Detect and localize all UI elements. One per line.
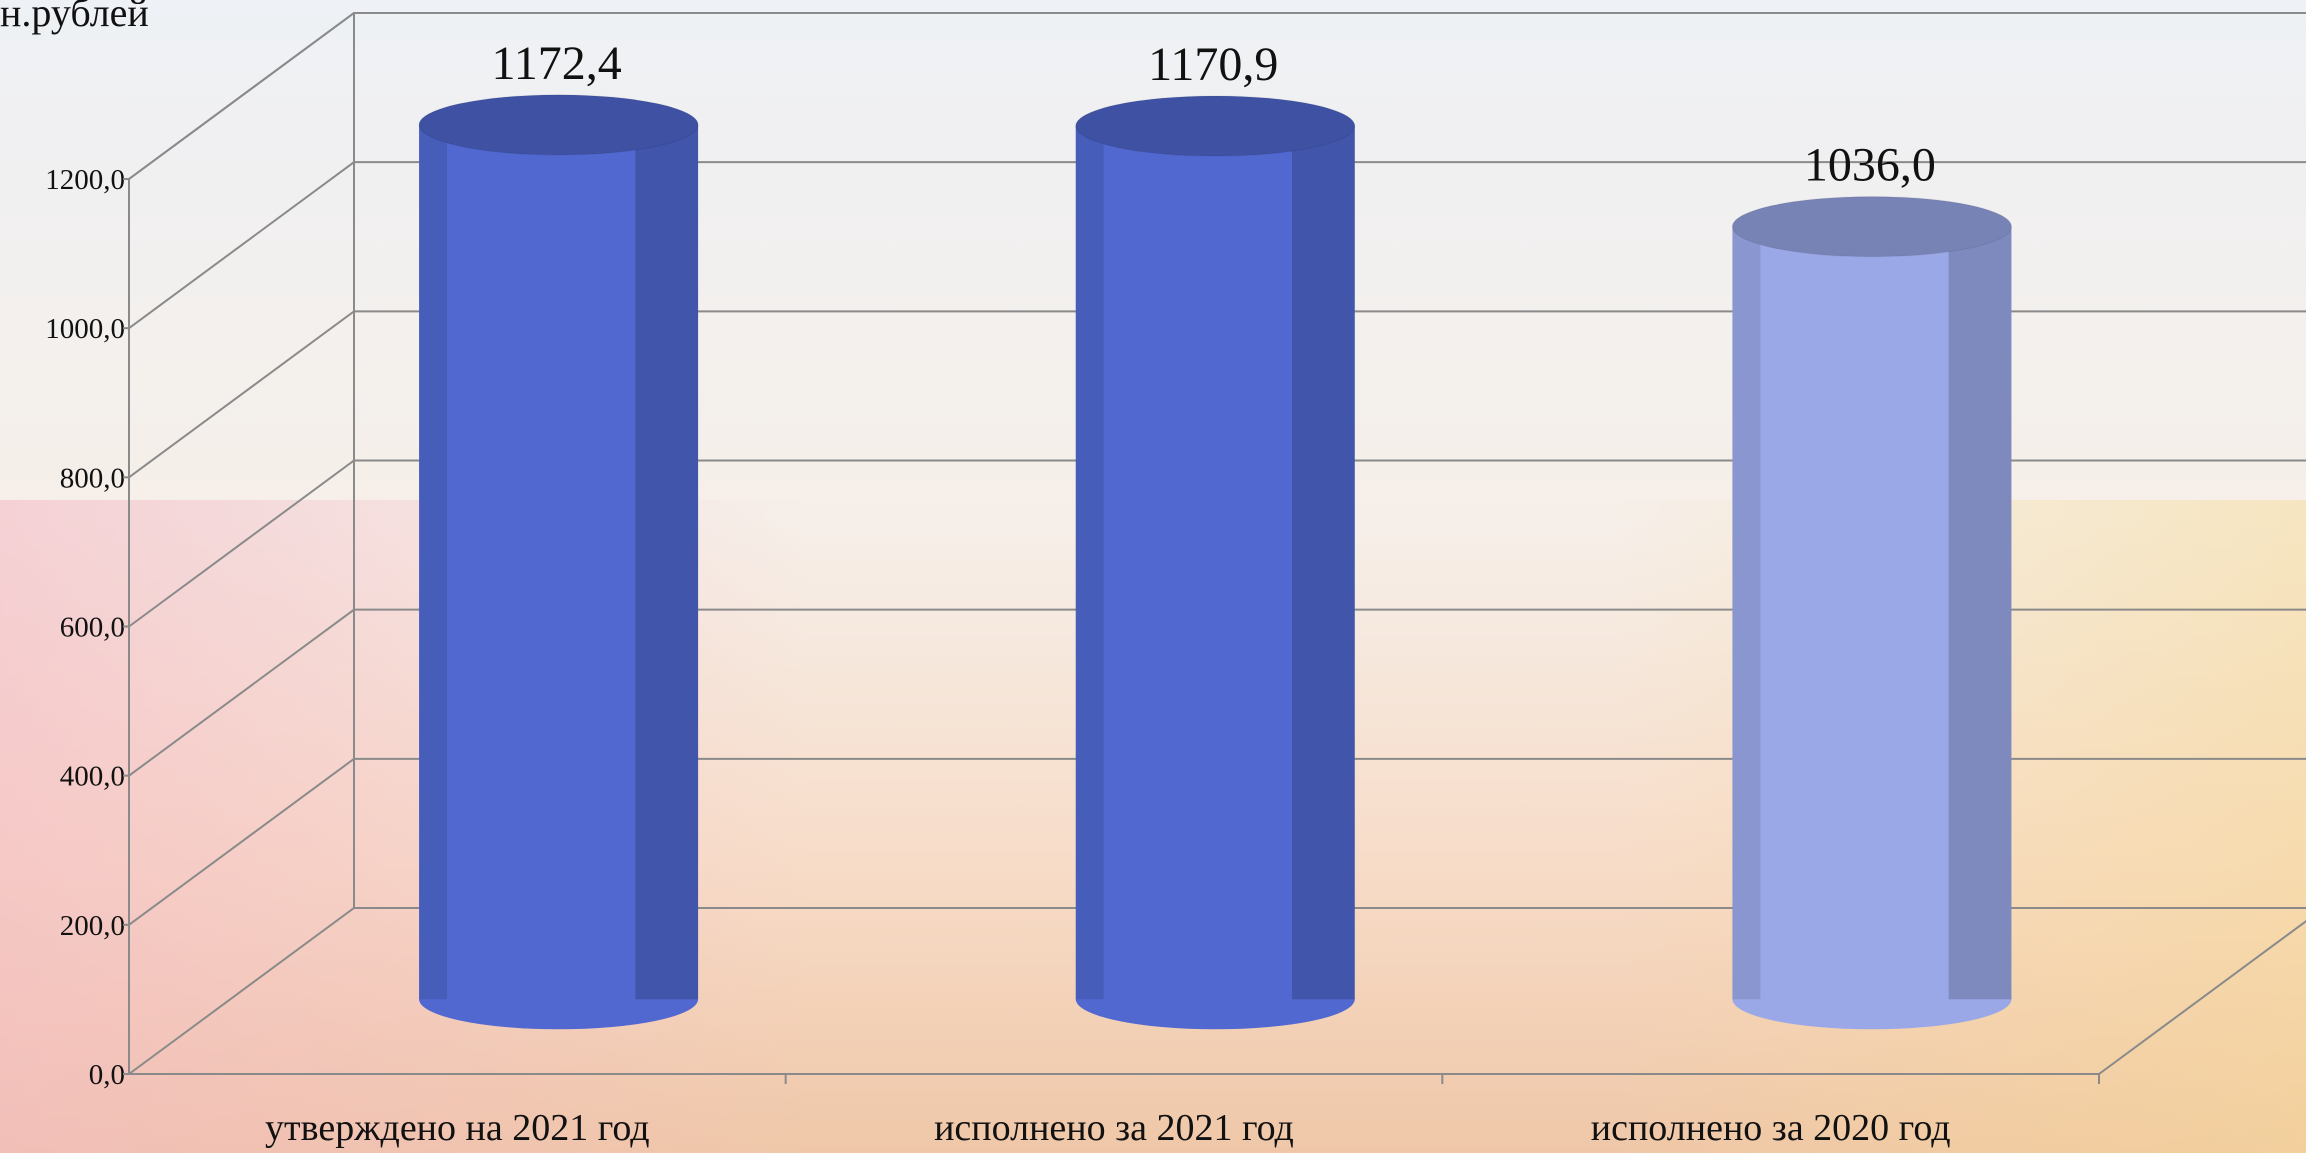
unit-label: н.рублей — [0, 0, 149, 35]
bar-cap-shade — [1732, 197, 2011, 257]
y-tick-label: 1000,0 — [45, 313, 125, 345]
x-tick-label: исполнено за 2021 год — [934, 1107, 1294, 1149]
y-tick-label: 400,0 — [60, 761, 125, 793]
y-tick-label: 200,0 — [60, 910, 125, 942]
value-label: 1036,0 — [1804, 139, 1936, 192]
value-label: 1172,4 — [491, 37, 621, 90]
bar-cap-shade — [419, 95, 698, 155]
bar-shade — [1292, 126, 1355, 999]
bar-shade — [419, 125, 447, 999]
bar-shade — [1076, 126, 1104, 999]
y-tick-label: 800,0 — [60, 462, 125, 494]
bar-shade — [1732, 227, 1760, 1000]
value-label: 1170,9 — [1148, 38, 1278, 91]
bar-cap-shade — [1076, 96, 1355, 156]
bar-shade — [635, 125, 698, 999]
x-tick-label: исполнено за 2020 год — [1591, 1107, 1951, 1149]
y-tick-label: 1200,0 — [45, 164, 125, 196]
chart: н.рублей 0,0 200,0 400,0 600,0 800,0 1000,0 12… — [0, 0, 2306, 1153]
x-tick-label: утверждено на 2021 год — [265, 1107, 650, 1149]
y-tick-label: 600,0 — [60, 612, 125, 644]
bar-shade — [1949, 227, 2012, 1000]
y-tick-label: 0,0 — [89, 1059, 125, 1091]
